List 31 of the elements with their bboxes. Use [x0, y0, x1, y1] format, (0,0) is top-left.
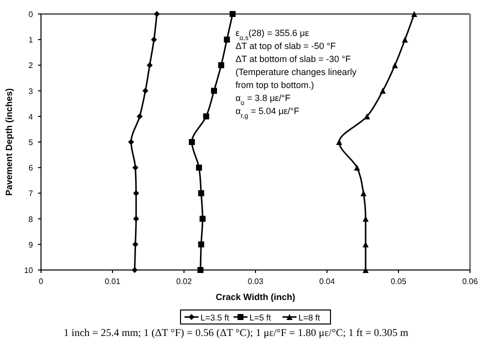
y-tick-label: 1 — [28, 36, 34, 45]
y-tick-label: 8 — [28, 214, 34, 224]
legend-label: L=3.5 ft — [200, 312, 230, 322]
annotation: α$_{r,g}$ = 5.04 με/°F — [235, 106, 300, 120]
annotation: ΔT at top of slab = -50 °F — [235, 41, 336, 51]
x-axis-title: Crack Width (inch) — [216, 292, 296, 302]
y-tick-label: 9 — [28, 240, 34, 250]
text: 1 inch = 25.4 mm; 1 (ΔT °F) = 0.56 (ΔT °C); 1 με/°F = 1.80 με/°C; 1 ft = 0.305 m — [64, 328, 408, 339]
y-tick-label: 0 — [28, 10, 34, 19]
y-tick-label: 7 — [28, 189, 34, 198]
x-tick-label: 0 — [38, 277, 44, 286]
x-tick-label: 0.06 — [462, 277, 478, 286]
annotation: α$_{o}$ = 3.8 με/°F — [235, 93, 292, 106]
y-tick-label: 5 — [28, 138, 34, 147]
y-tick-label: 6 — [28, 164, 34, 173]
x-tick-label: 0.01 — [104, 277, 121, 286]
legend-label: L=8 ft — [298, 312, 321, 322]
x-tick-label: 0.02 — [176, 277, 192, 286]
annotation: ε$_{o,s}$(28) = 355.6 με — [235, 28, 309, 42]
x-tick-label: 0.05 — [390, 277, 407, 286]
y-tick-label: 10 — [24, 266, 34, 275]
y-axis-title: Pavement Depth (inches) — [4, 88, 14, 196]
annotation: from top to bottom.) — [235, 80, 314, 90]
annotation: ΔT at bottom of slab = -30 °F — [235, 54, 352, 64]
y-tick-label: 3 — [28, 86, 34, 96]
legend-label: L=5 ft — [250, 312, 272, 322]
x-tick-label: 0.03 — [248, 277, 264, 286]
y-tick-label: 2 — [28, 61, 34, 70]
annotation: (Temperature changes linearly — [235, 67, 358, 77]
y-tick-label: 4 — [28, 112, 34, 122]
x-tick-label: 0.04 — [319, 277, 336, 286]
